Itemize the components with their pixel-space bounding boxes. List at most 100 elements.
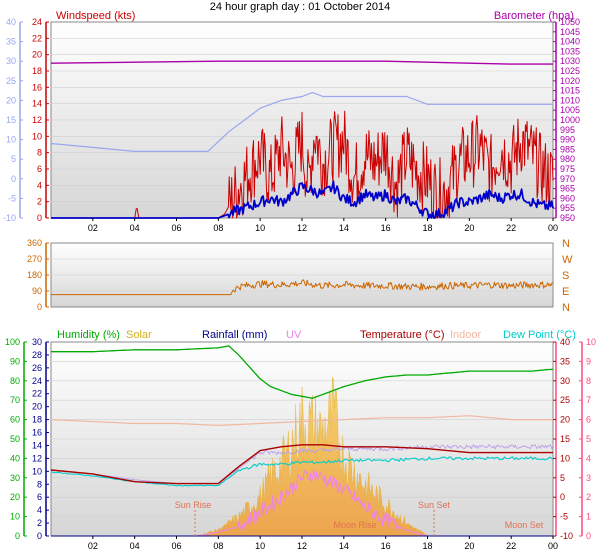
x-tick-label: 22: [506, 541, 516, 551]
x-tick-label: 20: [464, 223, 474, 233]
barometer-tick-label: 960: [560, 193, 575, 203]
x-tick-label: 02: [88, 541, 98, 551]
windspeed-tick-label: 22: [32, 33, 42, 43]
barometer-line: [50, 60, 553, 65]
x-tick-label: 06: [171, 541, 181, 551]
x-tick-label: 06: [171, 223, 181, 233]
compass-tick-label: N: [562, 238, 570, 250]
rainfall-tick-label: 22: [32, 389, 42, 399]
windspeed-tick-label: 20: [32, 50, 42, 60]
outer-left-tick-label: 40: [6, 17, 16, 27]
uv-tick-label: 5: [586, 434, 591, 444]
rainfall-tick-label: 26: [32, 363, 42, 373]
wind-direction-line: [51, 279, 554, 296]
barometer-tick-label: 970: [560, 174, 575, 184]
uv-tick-label: 3: [586, 473, 591, 483]
temperature-tick-label: 10: [560, 453, 570, 463]
outer-left-tick-label: 35: [6, 37, 16, 47]
barometer-tick-label: 1040: [560, 37, 580, 47]
windspeed-tick-label: 12: [32, 115, 42, 125]
temperature-ticks: 40 35 30 25 20 15 10 5 0 -5 -10: [553, 337, 573, 541]
windspeed-tick-label: 8: [37, 148, 42, 158]
x-tick-label: 22: [506, 223, 516, 233]
outer-left-tick-label: -10: [3, 213, 16, 223]
direction-degree-ticks: 360 270 180 90 0: [27, 238, 49, 312]
humidity-tick-label: 10: [10, 512, 20, 522]
legend-indoor: Indoor: [450, 329, 482, 341]
outer-left-tick-label: 15: [6, 115, 16, 125]
compass-tick-label: N: [562, 302, 570, 314]
rainfall-tick-label: 14: [32, 440, 42, 450]
x-tick-label: 02: [88, 223, 98, 233]
windspeed-tick-label: 2: [37, 197, 42, 207]
barometer-axis-title: Barometer (hpa): [494, 10, 574, 22]
rainfall-tick-label: 30: [32, 337, 42, 347]
windspeed-tick-label: 18: [32, 66, 42, 76]
humidity-line: [51, 345, 554, 399]
barometer-tick-label: 965: [560, 184, 575, 194]
barometer-tick-label: 1005: [560, 105, 580, 115]
temperature-tick-label: 15: [560, 434, 570, 444]
panel2-grid: [51, 258, 553, 292]
barometer-tick-label: 1020: [560, 76, 580, 86]
uv-tick-label: 0: [586, 531, 591, 541]
windspeed-tick-label: 16: [32, 82, 42, 92]
rainfall-tick-label: 4: [37, 505, 42, 515]
compass-tick-label: S: [562, 270, 569, 282]
temperature-tick-label: 20: [560, 415, 570, 425]
x-tick-label: 08: [213, 223, 223, 233]
panel1-grid: [51, 38, 553, 202]
x-tick-label: 10: [255, 541, 265, 551]
panel2-series: [51, 279, 554, 296]
humidity-tick-label: 70: [10, 395, 20, 405]
rainfall-tick-label: 0: [37, 531, 42, 541]
sun-rise-label: Sun Rise: [175, 500, 212, 510]
humidity-tick-label: 30: [10, 473, 20, 483]
x-tick-label: 00: [548, 541, 558, 551]
temperature-tick-label: -10: [560, 531, 573, 541]
x-tick-label: 04: [130, 541, 140, 551]
barometer-ticks: 1050104510401035103010251020101510101005…: [553, 17, 580, 223]
barometer-tick-label: 995: [560, 125, 575, 135]
barometer-tick-label: 1050: [560, 17, 580, 27]
rainfall-tick-label: 6: [37, 492, 42, 502]
outer-left-tick-label: 25: [6, 76, 16, 86]
barometer-tick-label: 985: [560, 144, 575, 154]
uv-tick-label: 9: [586, 356, 591, 366]
humidity-tick-label: 100: [5, 337, 20, 347]
windspeed-tick-label: 6: [37, 164, 42, 174]
windspeed-tick-label: 4: [37, 180, 42, 190]
panel1-x-ticks: 02 04 06 08 10 12 14 16 18 20 22 00: [88, 218, 558, 233]
legend-humidity: Humidity (%): [57, 329, 120, 341]
temperature-tick-label: 35: [560, 356, 570, 366]
legend-dew-point: Dew Point (°C): [503, 329, 576, 341]
rainfall-tick-label: 10: [32, 466, 42, 476]
uv-tick-label: 10: [586, 337, 596, 347]
outer-left-tick-label: 5: [11, 154, 16, 164]
rainfall-tick-label: 12: [32, 453, 42, 463]
humidity-tick-label: 50: [10, 434, 20, 444]
humidity-tick-label: 80: [10, 376, 20, 386]
outer-left-tick-label: 20: [6, 95, 16, 105]
panel3-legend: Humidity (%) Solar Rainfall (mm) UV Temp…: [57, 329, 576, 341]
barometer-tick-label: 1030: [560, 56, 580, 66]
barometer-tick-label: 955: [560, 203, 575, 213]
compass-tick-label: E: [562, 286, 569, 298]
direction-tick-label: 0: [37, 302, 42, 312]
apparent-temperature-line: [50, 444, 554, 485]
outer-left-tick-label: 10: [6, 135, 16, 145]
windspeed-tick-label: 0: [37, 213, 42, 223]
x-tick-label: 14: [339, 541, 349, 551]
temperature-tick-label: 0: [560, 492, 565, 502]
panel3-x-ticks: 02 04 06 08 10 12 14 16 18 20 22 00: [88, 536, 558, 551]
legend-rainfall: Rainfall (mm): [202, 329, 267, 341]
direction-tick-label: 180: [27, 270, 42, 280]
x-tick-label: 20: [464, 541, 474, 551]
panel-windspeed-barometer: 24 hour graph day : 01 October 2014 Wind…: [3, 1, 580, 233]
rainfall-tick-label: 20: [32, 402, 42, 412]
x-tick-label: 18: [422, 223, 432, 233]
